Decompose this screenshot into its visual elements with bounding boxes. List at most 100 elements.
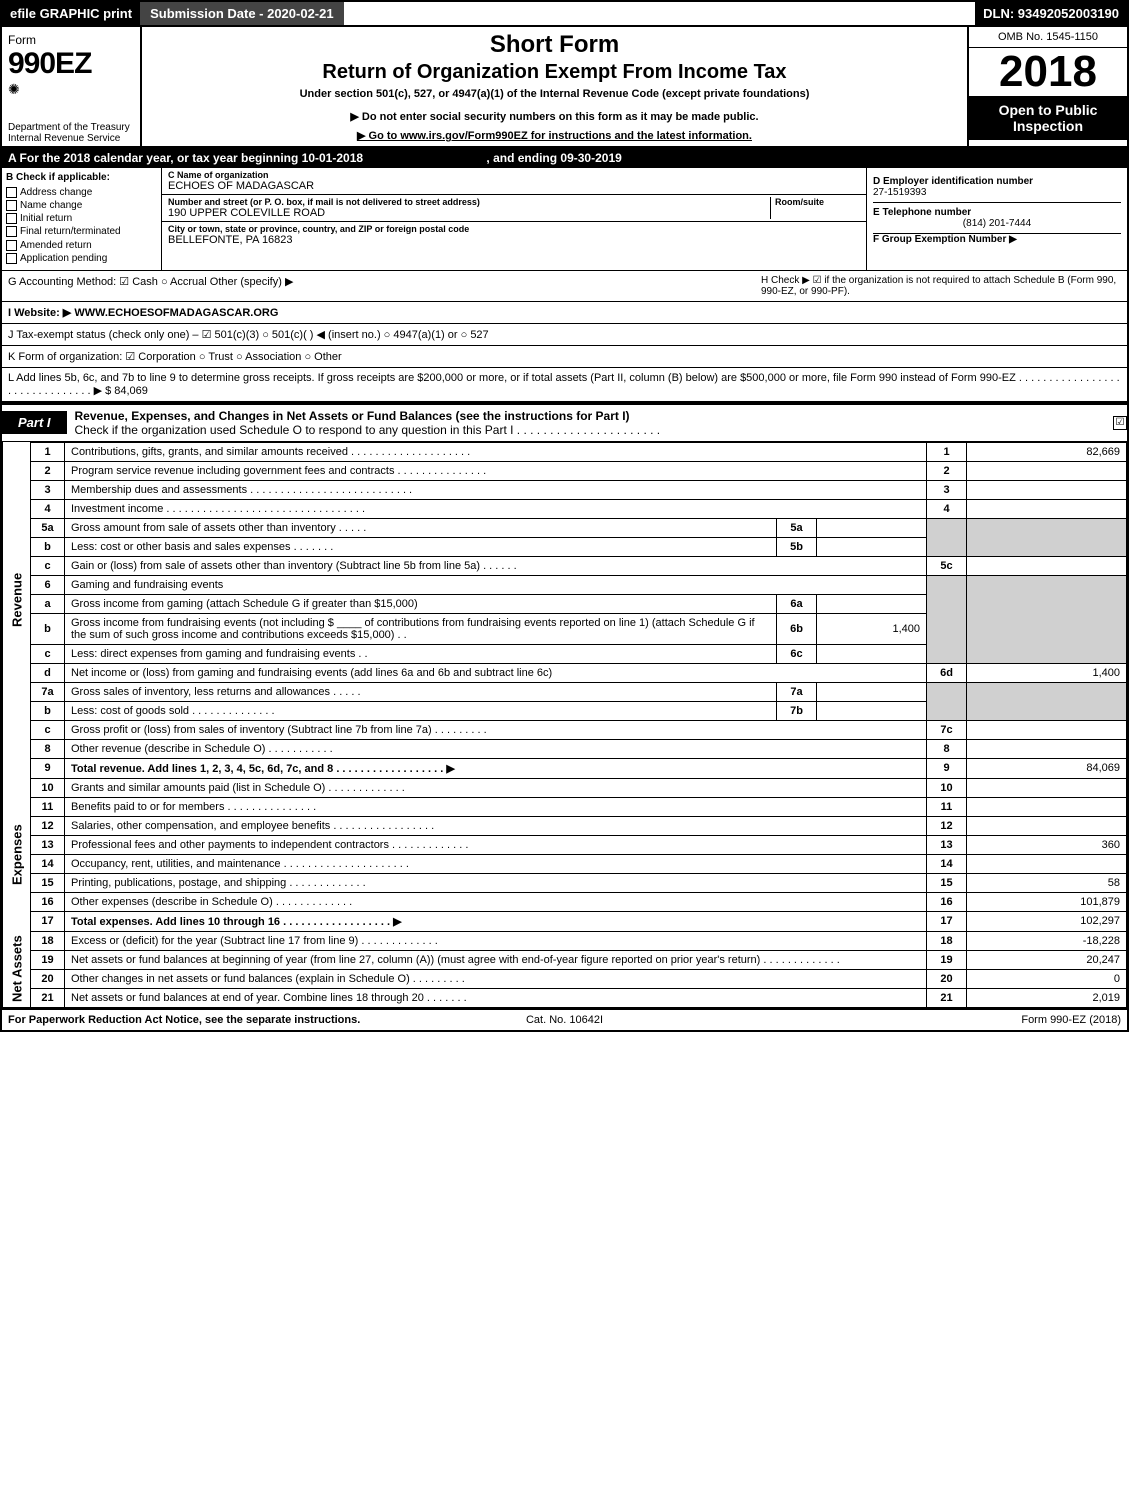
- org-name: ECHOES OF MADAGASCAR: [168, 180, 860, 192]
- part-1-title-text: Revenue, Expenses, and Changes in Net As…: [75, 409, 630, 423]
- tax-year: 2018: [969, 48, 1127, 96]
- form-of-organization: K Form of organization: ☑ Corporation ○ …: [8, 351, 342, 363]
- line-1-val: 82,669: [967, 442, 1127, 461]
- line-11-num: 11: [31, 797, 65, 816]
- line-14-val: [967, 854, 1127, 873]
- line-21-num: 21: [31, 988, 65, 1007]
- line-1-num: 1: [31, 442, 65, 461]
- line-6-num: 6: [31, 575, 65, 594]
- line-7b-desc: Less: cost of goods sold . . . . . . . .…: [65, 701, 777, 720]
- header-right: OMB No. 1545-1150 2018 Open to Public In…: [967, 27, 1127, 146]
- row-g-h: G Accounting Method: ☑ Cash ○ Accrual Ot…: [2, 271, 1127, 302]
- dept-treasury: Department of the Treasury Internal Reve…: [8, 122, 130, 144]
- line-6a-sn: 6a: [777, 594, 817, 613]
- line-20-val: 0: [967, 969, 1127, 988]
- line-12-rnum: 12: [927, 816, 967, 835]
- line-21-val: 2,019: [967, 988, 1127, 1007]
- line-6d-num: d: [31, 663, 65, 682]
- line-1-rnum: 1: [927, 442, 967, 461]
- line-6b-desc: Gross income from fundraising events (no…: [65, 613, 777, 644]
- form-990ez-page: efile GRAPHIC print Submission Date - 20…: [0, 0, 1129, 1032]
- row-l: L Add lines 5b, 6c, and 7b to line 9 to …: [2, 368, 1127, 403]
- line-14-rnum: 14: [927, 854, 967, 873]
- chk-application-pending[interactable]: Application pending: [6, 253, 157, 264]
- ein-label: D Employer identification number: [873, 176, 1121, 187]
- line-3-num: 3: [31, 480, 65, 499]
- line-21-rnum: 21: [927, 988, 967, 1007]
- ein-block: D Employer identification number 27-1519…: [873, 172, 1121, 203]
- period-bar: A For the 2018 calendar year, or tax yea…: [2, 148, 1127, 168]
- phone-value: (814) 201-7444: [873, 218, 1121, 229]
- part-1-header: Part I Revenue, Expenses, and Changes in…: [2, 403, 1127, 442]
- line-5a-desc: Gross amount from sale of assets other t…: [65, 518, 777, 537]
- block-c: C Name of organization ECHOES OF MADAGAS…: [162, 168, 867, 270]
- identity-block: B Check if applicable: Address change Na…: [2, 168, 1127, 271]
- line-17-rnum: 17: [927, 911, 967, 931]
- city-label: City or town, state or province, country…: [168, 224, 860, 234]
- line-6d-rnum: 6d: [927, 663, 967, 682]
- line-2-num: 2: [31, 461, 65, 480]
- omb-number: OMB No. 1545-1150: [969, 27, 1127, 48]
- paperwork-notice: For Paperwork Reduction Act Notice, see …: [8, 1014, 379, 1026]
- line-4-desc: Investment income . . . . . . . . . . . …: [65, 499, 927, 518]
- line-7a-desc: Gross sales of inventory, less returns a…: [65, 682, 777, 701]
- schedule-o-checkbox[interactable]: ☑: [1113, 416, 1127, 430]
- line-9-desc: Total revenue. Add lines 1, 2, 3, 4, 5c,…: [65, 758, 927, 778]
- part-1-sub: Check if the organization used Schedule …: [75, 423, 661, 437]
- line-4-num: 4: [31, 499, 65, 518]
- line-8-rnum: 8: [927, 739, 967, 758]
- open-to-public: Open to Public Inspection: [969, 96, 1127, 140]
- line-10-rnum: 10: [927, 778, 967, 797]
- line-5ab-grey: [927, 518, 967, 556]
- topbar-spacer: [344, 2, 976, 25]
- chk-initial-return[interactable]: Initial return: [6, 213, 157, 224]
- line-8-desc: Other revenue (describe in Schedule O) .…: [65, 739, 927, 758]
- side-label-revenue: Revenue: [3, 442, 31, 758]
- header-left: Form 990EZ ✺ Department of the Treasury …: [2, 27, 142, 146]
- org-name-label: C Name of organization: [168, 170, 860, 180]
- line-6c-sv: [817, 644, 927, 663]
- chk-amended-return[interactable]: Amended return: [6, 240, 157, 251]
- line-4-val: [967, 499, 1127, 518]
- ein-value: 27-1519393: [873, 187, 1121, 198]
- phone-label: E Telephone number: [873, 207, 1121, 218]
- line-2-val: [967, 461, 1127, 480]
- line-20-desc: Other changes in net assets or fund bala…: [65, 969, 927, 988]
- chk-final-return[interactable]: Final return/terminated: [6, 226, 157, 237]
- website-line[interactable]: I Website: ▶ WWW.ECHOESOFMADAGASCAR.ORG: [8, 307, 278, 319]
- line-5c-val: [967, 556, 1127, 575]
- schedule-b-check: H Check ▶ ☑ if the organization is not r…: [761, 275, 1121, 297]
- line-20-rnum: 20: [927, 969, 967, 988]
- line-9-val: 84,069: [967, 758, 1127, 778]
- line-7a-sv: [817, 682, 927, 701]
- line-18-val: -18,228: [967, 931, 1127, 950]
- line-4-rnum: 4: [927, 499, 967, 518]
- side-label-expenses: Expenses: [3, 778, 31, 931]
- irs-link[interactable]: ▶ Go to www.irs.gov/Form990EZ for instru…: [150, 129, 959, 142]
- line-16-desc: Other expenses (describe in Schedule O) …: [65, 892, 927, 911]
- line-5c-num: c: [31, 556, 65, 575]
- addr-label: Number and street (or P. O. box, if mail…: [168, 197, 770, 207]
- ssn-warning: ▶ Do not enter social security numbers o…: [150, 110, 959, 123]
- line-19-desc: Net assets or fund balances at beginning…: [65, 950, 927, 969]
- line-10-desc: Grants and similar amounts paid (list in…: [65, 778, 927, 797]
- row-k: K Form of organization: ☑ Corporation ○ …: [2, 346, 1127, 368]
- top-bar: efile GRAPHIC print Submission Date - 20…: [2, 2, 1127, 27]
- line-17-val: 102,297: [967, 911, 1127, 931]
- side-label-netassets: Net Assets: [3, 931, 31, 1007]
- gross-receipts-note: L Add lines 5b, 6c, and 7b to line 9 to …: [8, 372, 1120, 397]
- form-number: 990EZ: [8, 47, 134, 81]
- line-10-val: [967, 778, 1127, 797]
- chk-address-change[interactable]: Address change: [6, 187, 157, 198]
- line-15-val: 58: [967, 873, 1127, 892]
- line-9-rnum: 9: [927, 758, 967, 778]
- line-6-desc: Gaming and fundraising events: [65, 575, 927, 594]
- line-7b-num: b: [31, 701, 65, 720]
- line-3-val: [967, 480, 1127, 499]
- chk-name-change[interactable]: Name change: [6, 200, 157, 211]
- line-5b-desc: Less: cost or other basis and sales expe…: [65, 537, 777, 556]
- room-label: Room/suite: [775, 197, 860, 207]
- org-name-row: C Name of organization ECHOES OF MADAGAS…: [162, 168, 866, 195]
- line-14-num: 14: [31, 854, 65, 873]
- block-d-e-f: D Employer identification number 27-1519…: [867, 168, 1127, 270]
